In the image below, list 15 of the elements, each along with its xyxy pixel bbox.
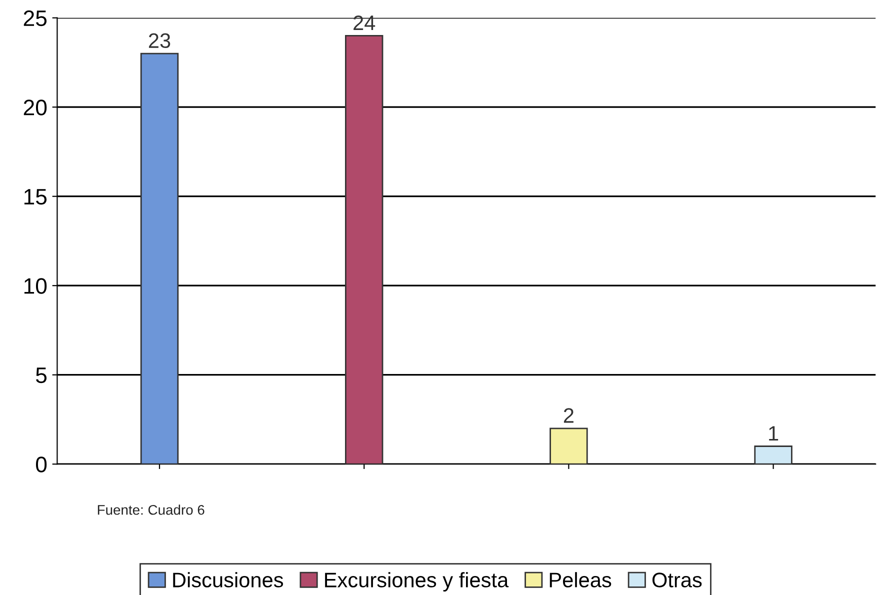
data-label: 1 [769,426,778,441]
y-tick-label: 20 [24,100,47,116]
data-label: 23 [148,33,170,48]
y-tick-label: 25 [24,10,47,26]
legend-label: Excursiones y fiesta [325,572,509,592]
legend-label: Peleas [550,572,612,588]
data-label: 2 [564,408,574,423]
y-tick-label: 15 [24,189,47,205]
y-tick-label: 0 [36,456,47,472]
y-tick-label: 10 [24,278,47,294]
legend-label: Discusiones [173,572,284,588]
legend-label: Otras [652,572,702,588]
data-label: 24 [354,15,376,30]
y-tick-label: 5 [36,368,47,384]
source-note: Fuente: Cuadro 6 [98,504,204,515]
